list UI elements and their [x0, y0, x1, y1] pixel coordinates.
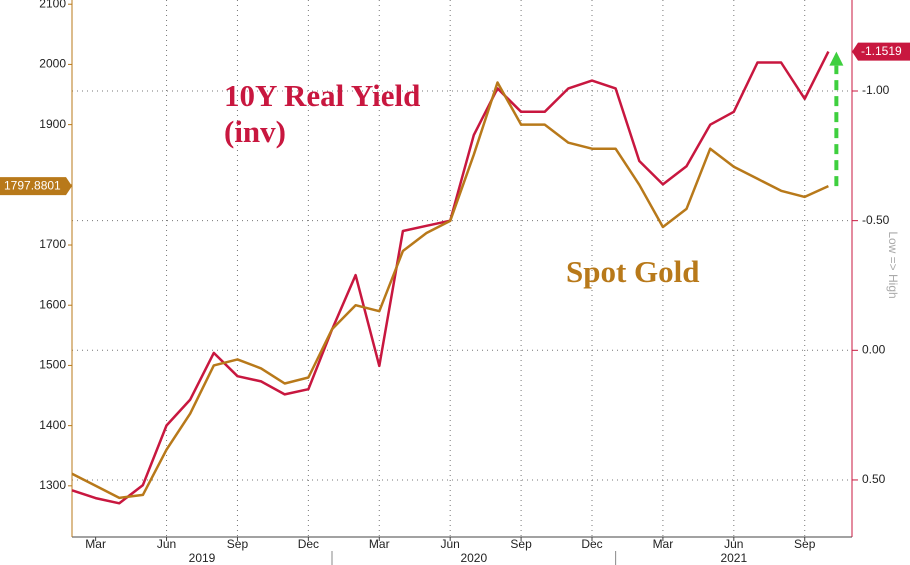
last-value-label: -1.1519 — [861, 44, 902, 58]
y-tick-label: 2100 — [39, 0, 66, 10]
y-tick-label: 1500 — [39, 358, 66, 372]
x-tick-label: Jun — [441, 537, 460, 551]
year-label: 2019 — [189, 551, 216, 565]
y-tick-label: 1600 — [39, 297, 66, 311]
arrow-head — [829, 51, 844, 66]
y2-tick-label: 0.00 — [862, 342, 886, 356]
last-value-label: 1797.8801 — [4, 178, 61, 192]
last-value-box — [852, 42, 910, 61]
y-tick-label: 1700 — [39, 237, 66, 251]
series-line — [71, 81, 829, 500]
series-label: 10Y Real Yield (inv) — [224, 78, 421, 149]
y-tick-label: 2000 — [39, 57, 66, 71]
y-tick-label: 1300 — [39, 478, 66, 492]
y2-tick-label: -0.50 — [862, 213, 890, 227]
year-label: 2021 — [720, 551, 747, 565]
last-value-box — [0, 177, 72, 196]
series-label: Spot Gold — [566, 254, 700, 289]
x-tick-label: Sep — [510, 537, 532, 551]
x-tick-label: Mar — [653, 537, 674, 551]
x-tick-label: Dec — [298, 537, 319, 551]
y-tick-label: 1400 — [39, 418, 66, 432]
year-label: 2020 — [460, 551, 487, 565]
y2-axis-title: Low => High — [886, 231, 900, 298]
x-tick-label: Jun — [724, 537, 743, 551]
x-tick-label: Mar — [85, 537, 106, 551]
x-tick-label: Jun — [157, 537, 176, 551]
y2-tick-label: -1.00 — [862, 83, 890, 97]
x-tick-label: Sep — [794, 537, 816, 551]
x-tick-label: Mar — [369, 537, 390, 551]
y2-tick-label: 0.50 — [862, 472, 886, 486]
x-tick-label: Sep — [227, 537, 249, 551]
x-tick-label: Dec — [581, 537, 602, 551]
y-tick-label: 1900 — [39, 117, 66, 131]
